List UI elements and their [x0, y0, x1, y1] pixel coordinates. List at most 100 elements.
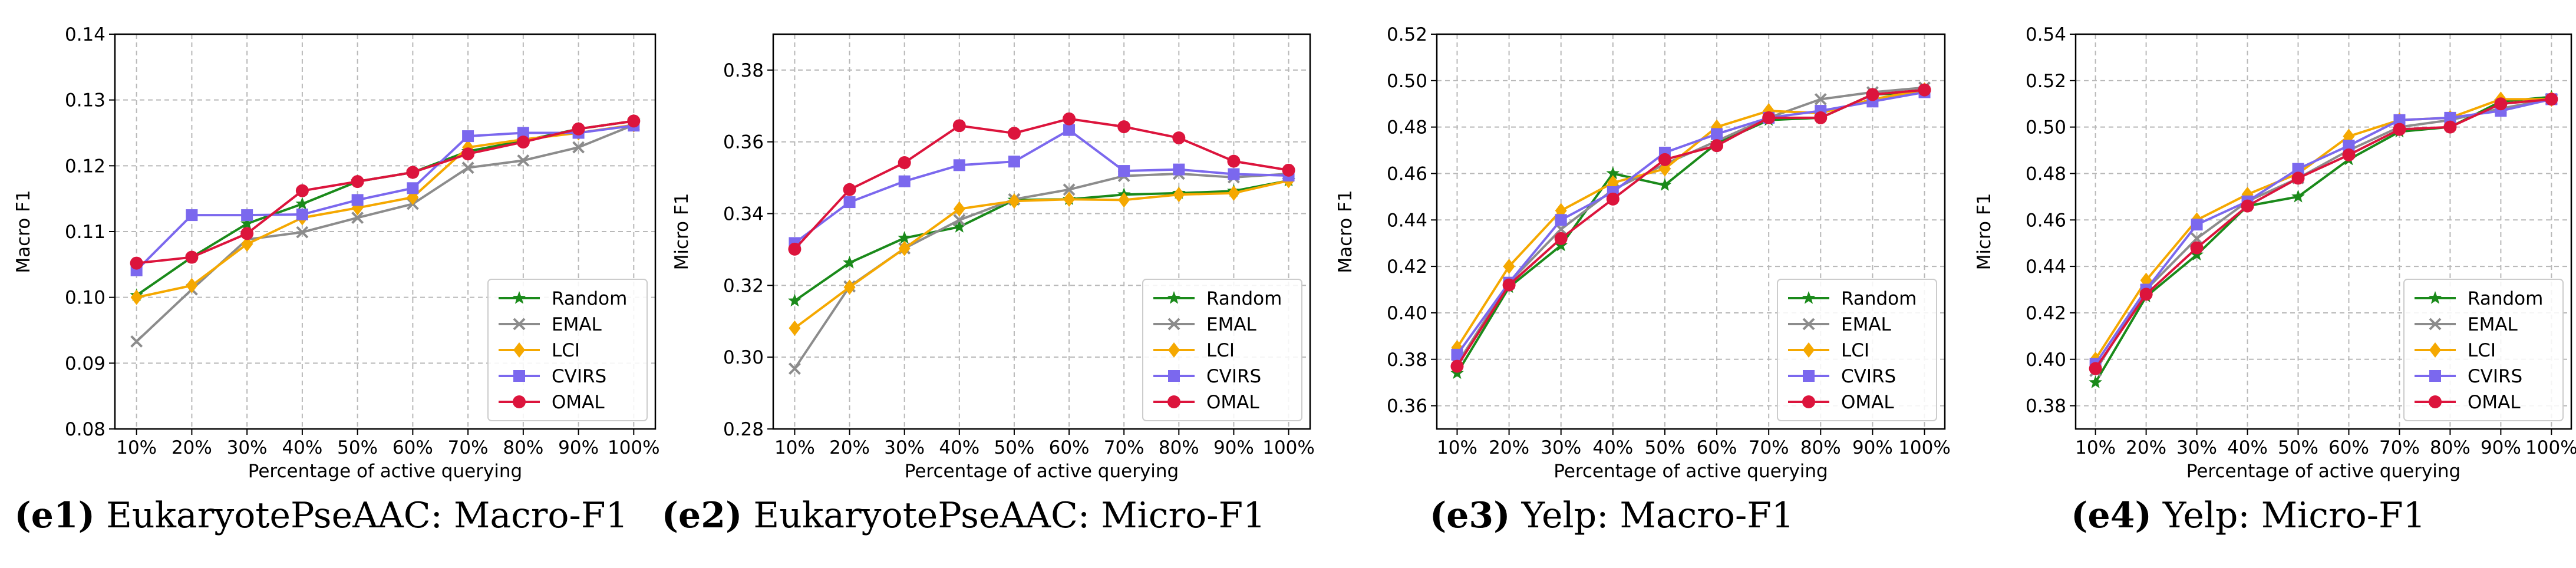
- data-point-omal: [406, 166, 420, 179]
- x-tick-label: 60%: [392, 437, 433, 458]
- legend-label-emal: EMAL: [2468, 314, 2518, 335]
- caption-e2-label: (e2): [661, 495, 743, 536]
- data-point-cvirs: [953, 159, 965, 171]
- data-point-omal: [1866, 88, 1879, 101]
- x-tick-label: 70%: [2379, 437, 2420, 458]
- legend-marker-random: [1802, 291, 1816, 304]
- y-tick-label: 0.44: [1387, 210, 1427, 231]
- data-point-emal: [2191, 232, 2203, 245]
- x-tick-label: 50%: [2278, 437, 2318, 458]
- x-tick-label: 50%: [1644, 437, 1685, 458]
- legend-box: [2403, 279, 2564, 421]
- data-point-omal: [952, 119, 966, 133]
- caption-e1-text: EukaryotePseAAC: Macro-F1: [95, 495, 628, 536]
- data-point-omal: [1814, 111, 1828, 124]
- legend-label-random: Random: [1206, 288, 1282, 309]
- data-point-omal: [898, 156, 911, 170]
- legend-marker-cvirs: [1803, 370, 1815, 382]
- legend-marker-random: [1167, 291, 1181, 304]
- y-tick-label: 0.10: [65, 288, 105, 309]
- data-point-cvirs: [462, 130, 474, 143]
- data-point-emal: [1063, 183, 1076, 196]
- data-point-random: [2291, 189, 2305, 203]
- data-point-emal: [296, 226, 309, 239]
- y-tick-label: 0.52: [1387, 24, 1427, 45]
- legend: Random EMAL LCI CVIRS OMAL: [487, 279, 648, 421]
- y-tick-label: 0.38: [2026, 396, 2066, 417]
- data-point-omal: [1282, 163, 1295, 177]
- legend-box: [1777, 279, 1937, 421]
- data-point-omal: [2494, 97, 2508, 111]
- legend-label-cvirs: CVIRS: [2468, 366, 2522, 387]
- x-tick-label: 40%: [1592, 437, 1633, 458]
- data-point-cvirs: [2444, 111, 2456, 124]
- y-tick-label: 0.38: [723, 60, 764, 81]
- data-point-omal: [2190, 241, 2204, 255]
- data-point-cvirs: [1173, 163, 1185, 176]
- data-point-omal: [130, 256, 143, 270]
- y-tick-label: 0.36: [1387, 396, 1427, 417]
- caption-e2: (e2) EukaryotePseAAC: Micro-F1: [642, 486, 1285, 545]
- x-tick-label: 20%: [171, 437, 212, 458]
- data-point-omal: [1918, 83, 1931, 97]
- data-point-random: [240, 216, 254, 230]
- x-tick-label: 100%: [1262, 437, 1315, 458]
- data-point-omal: [1762, 111, 1776, 124]
- legend-marker-emal: [513, 318, 526, 331]
- data-point-omal: [1063, 112, 1076, 126]
- data-point-omal: [2342, 148, 2356, 161]
- legend-marker-lci: [1168, 342, 1180, 358]
- series-cvirs: [130, 120, 640, 276]
- legend-marker-cvirs: [513, 370, 525, 382]
- x-tick-label: 40%: [282, 437, 322, 458]
- legend-box: [1142, 279, 1302, 421]
- x-tick-label: 30%: [1541, 437, 1581, 458]
- series-line-lci: [2094, 98, 2552, 360]
- data-point-omal: [1227, 154, 1241, 168]
- series-line-omal: [793, 117, 1289, 250]
- data-point-cvirs: [1451, 348, 1463, 361]
- data-point-emal: [130, 335, 143, 348]
- y-tick-label: 0.34: [723, 204, 764, 225]
- data-point-omal: [351, 175, 364, 189]
- series-random: [130, 114, 641, 301]
- x-tick-label: 90%: [558, 437, 599, 458]
- y-tick-label: 0.48: [2026, 163, 2066, 184]
- data-point-omal: [240, 227, 254, 240]
- data-point-omal: [295, 184, 309, 197]
- data-point-cvirs: [843, 196, 856, 209]
- y-axis-label: Macro F1: [1335, 190, 1356, 273]
- data-point-emal: [572, 141, 585, 154]
- series-omal: [788, 112, 1295, 256]
- data-point-cvirs: [2191, 219, 2203, 231]
- data-point-omal: [1502, 278, 1516, 292]
- x-tick-label: 10%: [2075, 437, 2116, 458]
- chart-1: 10% 20% 30% 40% 50% 60% 70% 80% 90% 100% 0.08 0.09 0…: [13, 24, 660, 482]
- y-tick-label: 0.54: [2026, 24, 2066, 45]
- y-tick-label: 0.46: [1387, 163, 1427, 184]
- data-point-emal: [953, 214, 966, 226]
- x-tick-label: 80%: [2430, 437, 2471, 458]
- data-point-cvirs: [2343, 140, 2355, 152]
- y-axis-label: Micro F1: [671, 193, 692, 270]
- legend-marker-lci: [2429, 342, 2441, 358]
- chart-2: 10% 20% 30% 40% 50% 60% 70% 80% 90% 100% 0.28 0.30 0…: [671, 33, 1315, 482]
- x-tick-label: 80%: [1159, 437, 1199, 458]
- legend-label-emal: EMAL: [1841, 314, 1892, 335]
- data-point-lci: [186, 278, 198, 293]
- data-point-emal: [461, 161, 474, 174]
- data-point-random: [843, 256, 856, 269]
- x-tick-label: 50%: [994, 437, 1034, 458]
- data-point-omal: [2443, 120, 2457, 134]
- y-tick-label: 0.42: [1387, 256, 1427, 278]
- legend-label-random: Random: [1841, 288, 1917, 309]
- legend: Random EMAL LCI CVIRS OMAL: [2403, 279, 2564, 421]
- y-tick-label: 0.12: [65, 156, 105, 177]
- caption-e3: (e3) Yelp: Macro-F1: [1291, 486, 1933, 545]
- data-point-cvirs: [407, 182, 419, 194]
- data-point-omal: [843, 183, 856, 196]
- data-point-random: [1606, 166, 1620, 180]
- x-tick-label: 100%: [608, 437, 660, 458]
- y-tick-label: 0.52: [2026, 71, 2066, 92]
